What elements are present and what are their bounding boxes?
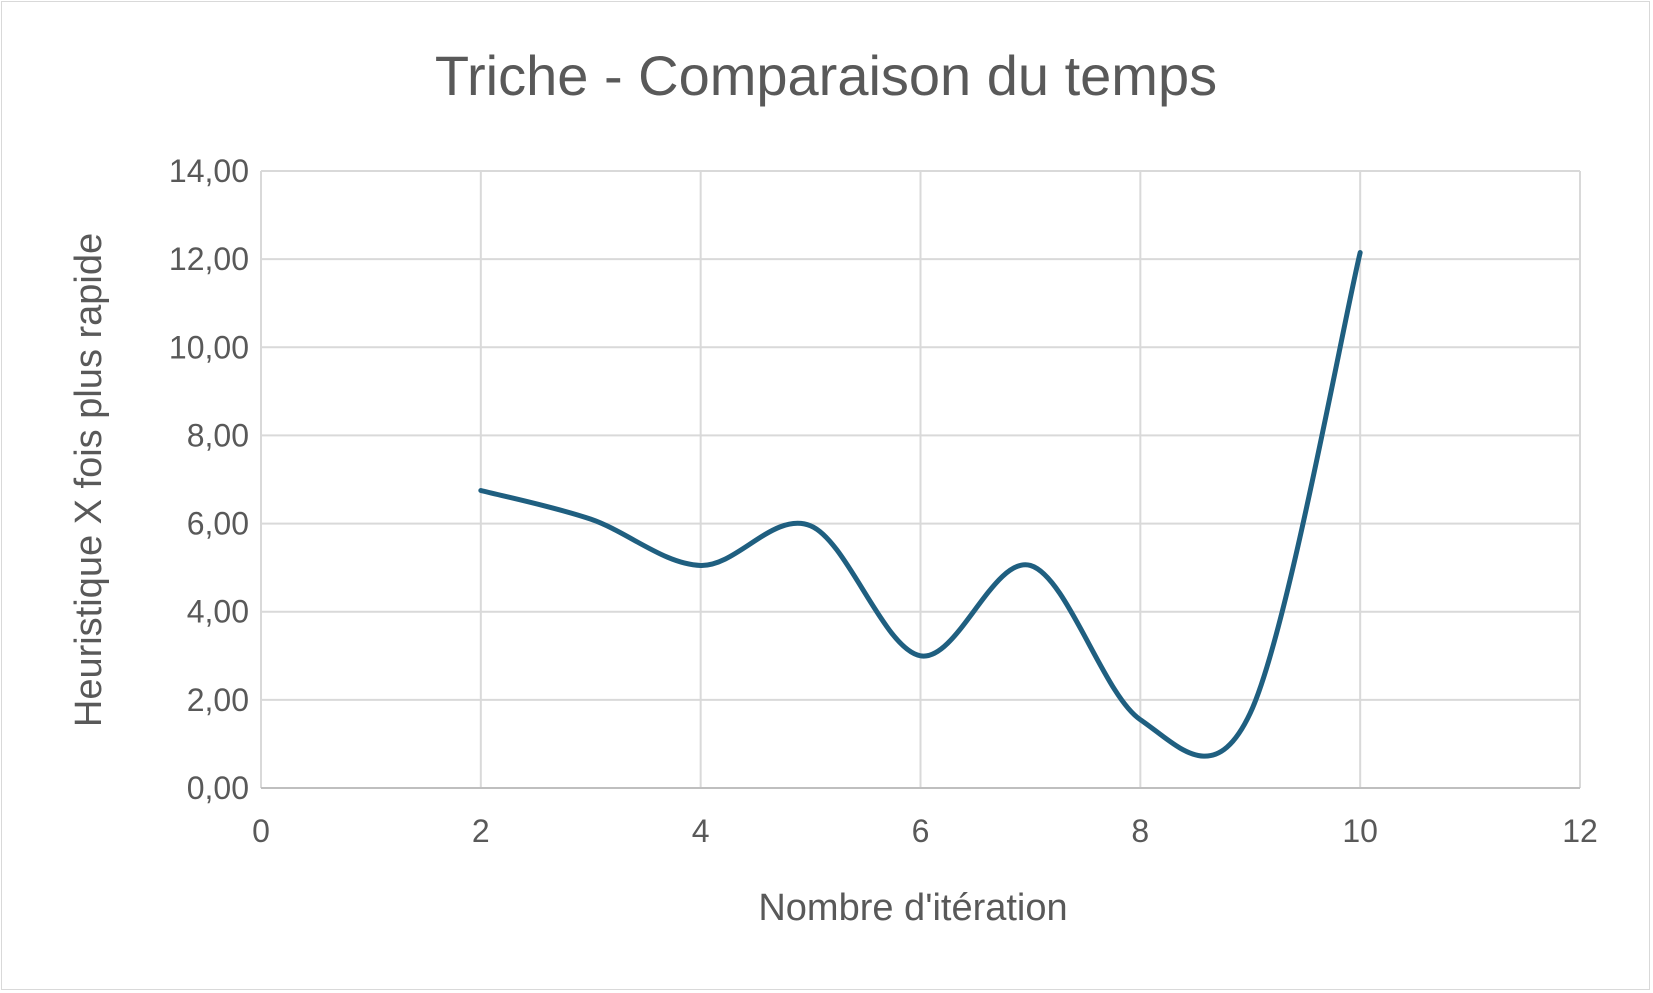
y-tick-label: 0,00 [187, 770, 249, 806]
tick-labels: 0,00 2,00 4,00 6,00 8,00 10,00 12,00 14,00 0 2 4 6 8… [169, 153, 1598, 849]
x-tick-label: 0 [252, 813, 270, 849]
y-tick-label: 4,00 [187, 594, 249, 630]
y-axis-title: Heuristique X fois plus rapide [68, 233, 110, 727]
y-tick-label: 10,00 [169, 329, 249, 365]
chart-title: Triche - Comparaison du temps [435, 44, 1217, 107]
x-tick-label: 2 [472, 813, 490, 849]
y-tick-label: 8,00 [187, 417, 249, 453]
x-axis-title: Nombre d'itération [758, 887, 1067, 929]
y-tick-label: 6,00 [187, 506, 249, 542]
y-tick-label: 12,00 [169, 241, 249, 277]
grid [260, 170, 1581, 788]
x-tick-label: 8 [1131, 813, 1149, 849]
x-tick-label: 12 [1562, 813, 1598, 849]
x-tick-label: 4 [692, 813, 710, 849]
y-tick-label: 2,00 [187, 682, 249, 718]
y-tick-label: 14,00 [169, 153, 249, 189]
series [478, 250, 1363, 759]
series-line [478, 250, 1363, 759]
x-tick-label: 10 [1342, 813, 1378, 849]
x-tick-label: 6 [912, 813, 930, 849]
